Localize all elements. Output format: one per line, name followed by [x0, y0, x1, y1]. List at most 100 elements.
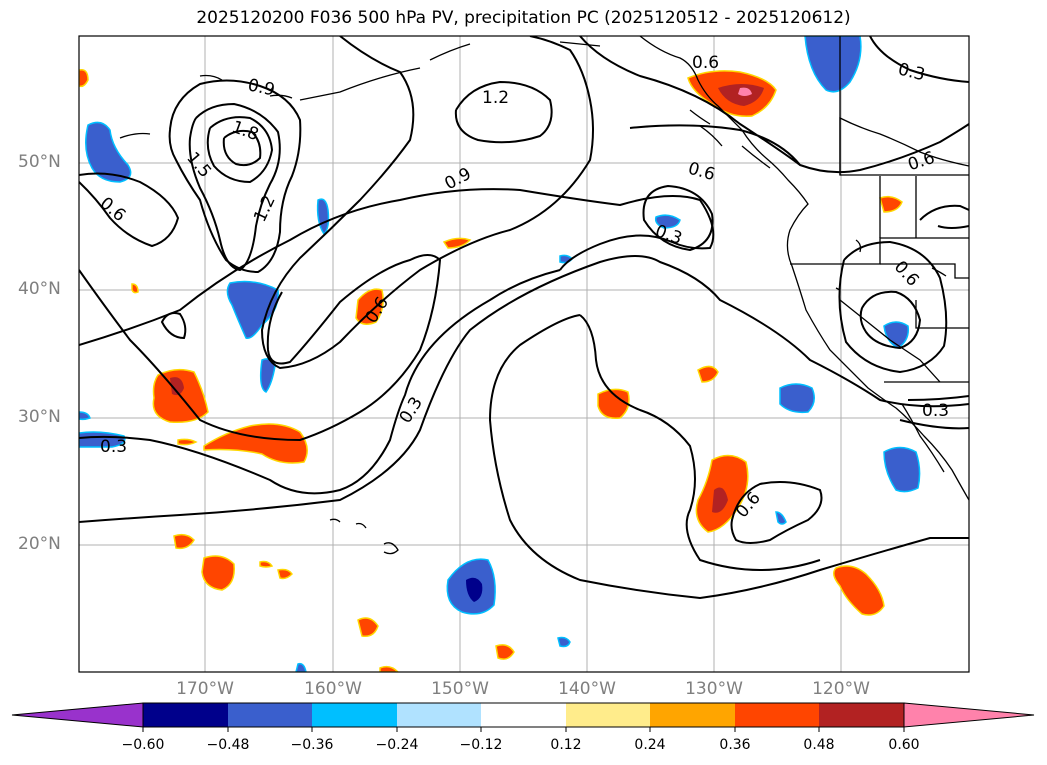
colorbar-bin: [397, 703, 481, 727]
contour-0.9-loop: [168, 79, 302, 274]
lon-label: 150°W: [431, 679, 489, 699]
colorbar-extend-high: [903, 702, 1035, 728]
precip-blob: [804, 36, 862, 93]
lon-label: 160°W: [304, 679, 362, 699]
contour-0.6-southeast: [730, 481, 823, 544]
colorbar-bin: [228, 703, 312, 727]
precip-blob: [357, 617, 379, 638]
lat-label: 50°N: [18, 152, 61, 172]
precip-blob: [85, 121, 132, 183]
precip-positive: [79, 68, 903, 672]
colorbar-tick-label: −0.36: [290, 737, 334, 753]
colorbar-tick-label: 0.36: [719, 737, 751, 753]
contour-0.3-south: [79, 255, 969, 523]
colorbar: [11, 702, 1035, 732]
lon-label: 120°W: [812, 679, 870, 699]
precip-blob: [495, 644, 515, 660]
precip-negative: [79, 36, 921, 672]
lat-label: 20°N: [18, 534, 61, 554]
contour-label: 0.3: [896, 59, 927, 85]
colorbar-tick-label: −0.60: [121, 737, 165, 753]
lon-label: 140°W: [558, 679, 616, 699]
contour-1.2-center: [454, 80, 553, 144]
contour-0.6-west: [79, 172, 180, 248]
contour-0.3-small: [642, 184, 714, 252]
contour-label: 0.6: [890, 257, 923, 290]
contour-label: 0.9: [246, 75, 277, 100]
colorbar-tick-label: 0.60: [888, 737, 920, 753]
precip-blob: [177, 438, 198, 446]
colorbar-bin: [481, 703, 566, 727]
contour-0.6-north: [579, 36, 969, 174]
colorbar-bin: [819, 703, 904, 727]
colorbar-bin: [566, 703, 650, 727]
contour-0.9-east: [859, 290, 922, 350]
contour-0.3-ne: [869, 36, 969, 83]
contour-1.5: [206, 116, 274, 184]
pv-contours: [79, 36, 969, 600]
contour-label: 1.2: [482, 88, 509, 108]
precip-blob: [833, 565, 885, 616]
contour-small-loop: [160, 312, 187, 340]
contour-0.3-se: [899, 395, 969, 430]
lon-label: 130°W: [685, 679, 743, 699]
contour-label: 0.6: [905, 148, 937, 175]
contour-label: 0.3: [100, 437, 127, 457]
precip-blob: [277, 568, 293, 580]
precip-blob: [775, 511, 787, 525]
colorbar-bin: [650, 703, 735, 727]
graticule: [79, 36, 969, 672]
lon-label: 170°W: [176, 679, 234, 699]
map-frame: [78, 35, 970, 673]
precip-blob: [170, 377, 184, 396]
contour-label: 1.5: [182, 148, 215, 182]
coastlines: [119, 36, 969, 555]
contour-0.6-east: [838, 240, 948, 374]
contour-0.6-west2: [79, 254, 442, 442]
colorbar-tick-label: 0.24: [634, 737, 666, 753]
lat-label: 40°N: [18, 279, 61, 299]
precip-blob: [883, 446, 921, 493]
precip-blob: [79, 411, 91, 421]
contour-1.8: [222, 129, 262, 167]
colorbar-bin: [312, 703, 397, 727]
precip-blob: [597, 388, 630, 419]
precip-blob: [779, 383, 815, 414]
contour-label: 0.3: [922, 401, 949, 421]
precip-blob: [295, 662, 307, 672]
colorbar-tick-label: 0.48: [803, 737, 835, 753]
plot-title: 2025120200 F036 500 hPa PV, precipitatio…: [196, 8, 851, 28]
colorbar-tick-label: −0.12: [459, 737, 503, 753]
contour-labels: 0.9 1.8 1.5 1.2 0.6 1.2 0.9 0.6 0.6 0.3 …: [96, 53, 949, 522]
contour-1.2-nw: [188, 102, 281, 272]
precip-blob: [379, 665, 400, 672]
map-area: 0.9 1.8 1.5 1.2 0.6 1.2 0.9 0.6 0.6 0.3 …: [79, 36, 969, 672]
colorbar-bin: [735, 703, 819, 727]
precip-blob: [442, 237, 472, 249]
contour-0.9-big: [260, 36, 594, 370]
contour-0.3-mid2: [579, 314, 821, 571]
precip-blob: [738, 87, 752, 96]
precip-blob: [712, 487, 728, 513]
colorbar-extend-low: [11, 702, 144, 728]
contour-0.6-ne: [919, 204, 969, 229]
precip-blob: [201, 555, 235, 591]
contour-label: 1.2: [250, 192, 280, 225]
precip-blob: [316, 198, 330, 236]
lat-label: 30°N: [18, 407, 61, 427]
contour-label: 0.6: [692, 53, 719, 73]
precip-blob: [203, 423, 308, 464]
colorbar-tick-label: 0.12: [550, 737, 582, 753]
precip-blob: [79, 68, 89, 88]
precip-blob: [355, 288, 384, 325]
contour-0.3-north: [79, 188, 715, 495]
contour-label: 0.6: [96, 193, 130, 226]
colorbar-bin: [143, 703, 228, 727]
contour-0.3-mid: [488, 314, 969, 600]
precip-blob: [466, 577, 483, 602]
precip-blob: [654, 214, 681, 229]
precip-blob: [259, 560, 274, 568]
precip-blob: [226, 280, 279, 339]
colorbar-tick-label: −0.24: [375, 737, 419, 753]
